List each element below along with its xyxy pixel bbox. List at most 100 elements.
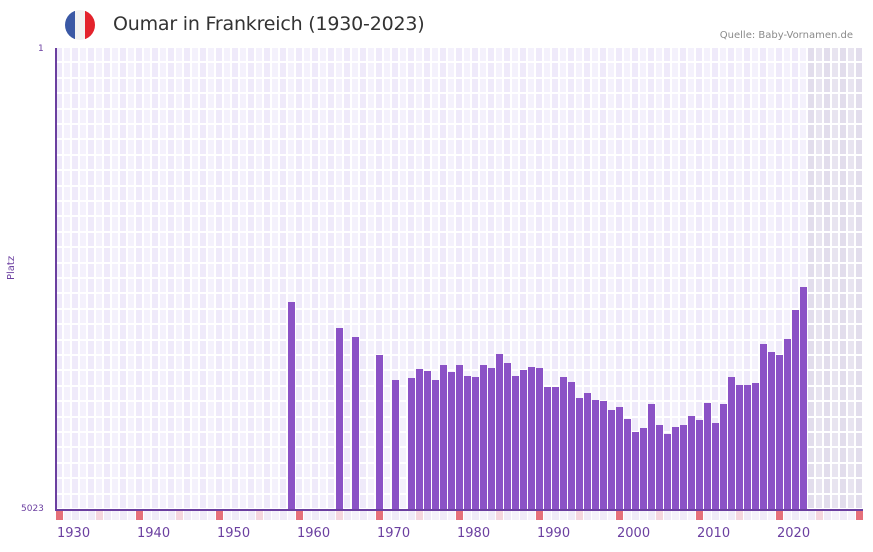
- grid-cell: [216, 309, 222, 324]
- grid-cell: [760, 109, 766, 123]
- bar-2007[interactable]: [672, 427, 679, 510]
- year-marker: [152, 511, 159, 520]
- bar-2018[interactable]: [760, 344, 767, 510]
- grid-cell: [576, 202, 582, 216]
- grid-cell: [456, 232, 462, 247]
- grid-cell: [264, 325, 270, 339]
- year-marker: [696, 511, 703, 520]
- bar-1959[interactable]: [288, 301, 295, 510]
- grid-cell: [384, 417, 390, 431]
- bar-1999[interactable]: [608, 410, 615, 510]
- grid-cell: [120, 94, 126, 108]
- grid-cell: [96, 417, 102, 431]
- bar-1979[interactable]: [448, 372, 455, 510]
- bar-2011[interactable]: [704, 403, 711, 510]
- bar-2017[interactable]: [752, 383, 759, 510]
- bar-2022[interactable]: [792, 310, 799, 510]
- grid-cell: [760, 248, 766, 262]
- bar-2008[interactable]: [680, 425, 687, 510]
- bar-1983[interactable]: [480, 365, 487, 510]
- bar-1972[interactable]: [392, 380, 399, 510]
- bar-1988[interactable]: [520, 370, 527, 510]
- grid-cell: [120, 340, 126, 354]
- bar-1980[interactable]: [456, 365, 463, 510]
- bar-2002[interactable]: [632, 432, 639, 510]
- bar-1984[interactable]: [488, 368, 495, 510]
- bar-1978[interactable]: [440, 365, 447, 510]
- bar-2023[interactable]: [800, 287, 807, 510]
- grid-cell: [456, 263, 462, 277]
- bar-2015[interactable]: [736, 385, 743, 510]
- grid-cell: [336, 279, 342, 293]
- bar-2019[interactable]: [768, 352, 775, 510]
- grid-cell: [104, 402, 110, 416]
- grid-cell: [376, 248, 382, 262]
- bar-1967[interactable]: [352, 337, 359, 510]
- bar-1986[interactable]: [504, 363, 511, 510]
- bar-2016[interactable]: [744, 385, 751, 510]
- bar-1996[interactable]: [584, 393, 591, 510]
- bar-1965[interactable]: [336, 328, 343, 510]
- grid-cell: [384, 386, 390, 401]
- grid-cell: [696, 232, 702, 247]
- grid-cell: [144, 248, 150, 262]
- year-marker: [848, 511, 855, 520]
- bar-1995[interactable]: [576, 398, 583, 510]
- bar-1994[interactable]: [568, 382, 575, 510]
- bar-2010[interactable]: [696, 420, 703, 510]
- bar-2003[interactable]: [640, 428, 647, 510]
- bar-1991[interactable]: [544, 387, 551, 510]
- grid-cell: [800, 140, 806, 154]
- bar-1992[interactable]: [552, 387, 559, 510]
- bar-1989[interactable]: [528, 367, 535, 510]
- bar-1987[interactable]: [512, 376, 519, 510]
- grid-cell: [280, 340, 286, 354]
- grid-cell: [856, 417, 862, 431]
- grid-cell: [736, 325, 742, 339]
- bar-2001[interactable]: [624, 419, 631, 510]
- bar-2012[interactable]: [712, 423, 719, 510]
- grid-cell: [576, 155, 582, 170]
- bar-1985[interactable]: [496, 354, 503, 510]
- bar-1970[interactable]: [376, 354, 383, 510]
- grid-cell: [568, 202, 574, 216]
- grid-cell: [232, 356, 238, 370]
- grid-cell: [520, 171, 526, 185]
- bar-1975[interactable]: [416, 369, 423, 510]
- grid-cell: [360, 494, 366, 508]
- bar-1982[interactable]: [472, 377, 479, 510]
- grid-cell: [376, 279, 382, 293]
- bar-1997[interactable]: [592, 400, 599, 510]
- bar-2000[interactable]: [616, 407, 623, 510]
- grid-cell: [688, 386, 694, 401]
- bar-2005[interactable]: [656, 425, 663, 510]
- grid-cell: [176, 294, 182, 308]
- bar-1998[interactable]: [600, 401, 607, 510]
- bar-2014[interactable]: [728, 377, 735, 510]
- bar-2013[interactable]: [720, 404, 727, 510]
- bar-1976[interactable]: [424, 371, 431, 510]
- grid-cell: [272, 248, 278, 262]
- grid-cell: [744, 109, 750, 123]
- grid-cell: [168, 140, 174, 154]
- bar-2004[interactable]: [648, 404, 655, 510]
- grid-cell: [96, 294, 102, 308]
- grid-cell: [704, 63, 710, 77]
- bar-1981[interactable]: [464, 376, 471, 510]
- bar-1993[interactable]: [560, 377, 567, 510]
- bar-2020[interactable]: [776, 354, 783, 510]
- grid-cell: [376, 340, 382, 354]
- bar-1990[interactable]: [536, 368, 543, 510]
- bar-1977[interactable]: [432, 380, 439, 510]
- grid-cell: [776, 325, 782, 339]
- bar-2009[interactable]: [688, 416, 695, 510]
- bar-2006[interactable]: [664, 434, 671, 510]
- grid-cell: [648, 109, 654, 123]
- bar-2021[interactable]: [784, 339, 791, 510]
- grid-cell: [256, 248, 262, 262]
- grid-cell: [208, 356, 214, 370]
- grid-cell: [256, 78, 262, 93]
- grid-cell: [576, 309, 582, 324]
- grid-cell: [720, 186, 726, 200]
- bar-1974[interactable]: [408, 378, 415, 510]
